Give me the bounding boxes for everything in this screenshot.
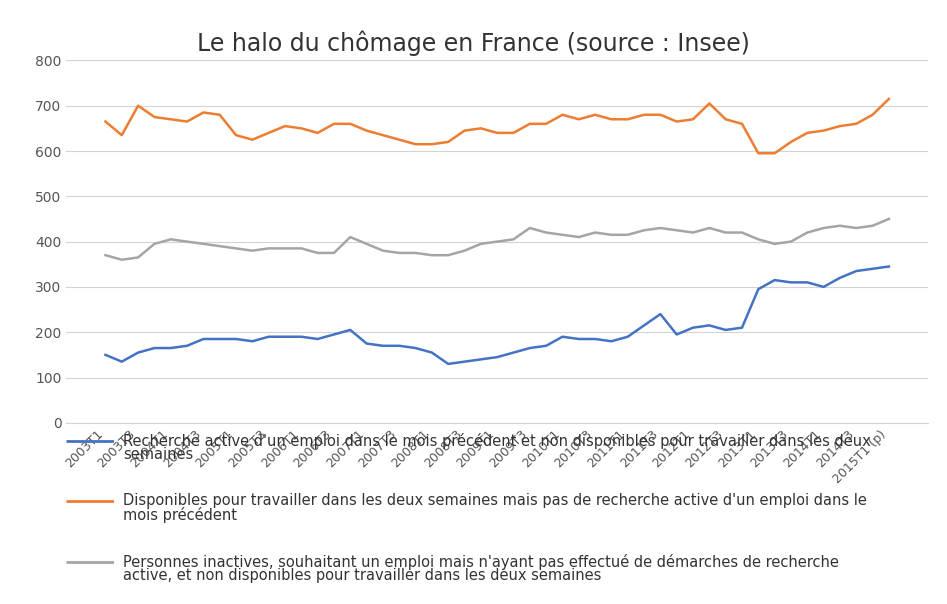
Text: Recherche active d'un emploi dans le mois précédent et non disponibles pour trav: Recherche active d'un emploi dans le moi… (123, 433, 871, 449)
Text: Personnes inactives, souhaitant un emploi mais n'ayant pas effectué de démarches: Personnes inactives, souhaitant un emplo… (123, 554, 839, 570)
Text: Le halo du chômage en France (source : Insee): Le halo du chômage en France (source : I… (197, 30, 750, 56)
Text: active, et non disponibles pour travailler dans les deux semaines: active, et non disponibles pour travaill… (123, 568, 601, 583)
Text: Disponibles pour travailler dans les deux semaines mais pas de recherche active : Disponibles pour travailler dans les deu… (123, 493, 867, 509)
Text: mois précédent: mois précédent (123, 507, 237, 523)
Text: semaines: semaines (123, 447, 193, 462)
